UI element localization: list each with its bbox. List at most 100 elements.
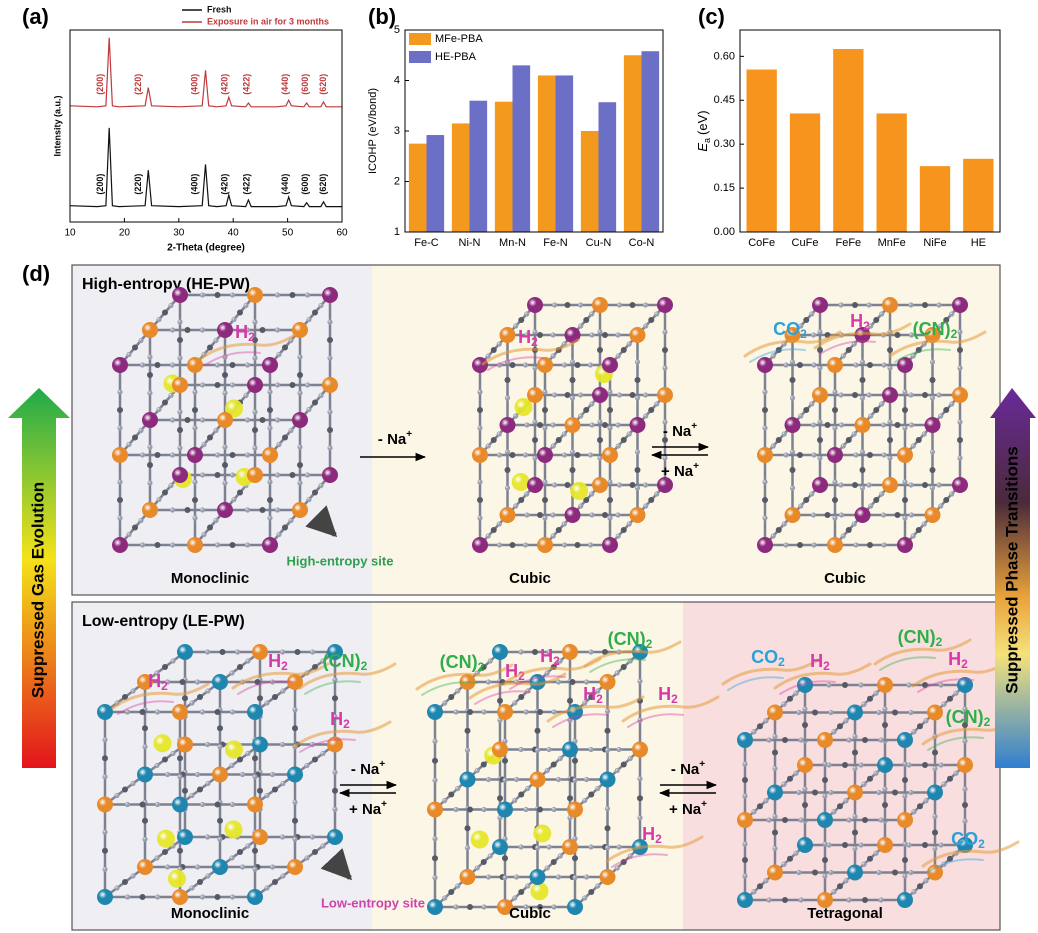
bead — [229, 292, 236, 298]
metal-ion — [737, 892, 753, 908]
bead — [859, 485, 866, 491]
bead — [537, 709, 543, 715]
gas-subscript: 2 — [984, 715, 991, 729]
bead — [770, 533, 776, 539]
bead — [572, 855, 578, 862]
bead — [496, 341, 502, 347]
bead — [229, 762, 235, 769]
bead — [257, 787, 263, 794]
bead — [550, 761, 557, 768]
bead — [881, 542, 887, 548]
bead — [513, 503, 519, 509]
bead — [929, 377, 936, 383]
bead — [177, 774, 183, 780]
panel-label: (d) — [22, 261, 50, 286]
bead — [867, 695, 873, 702]
bar — [512, 65, 531, 232]
bead — [602, 649, 608, 655]
bead — [306, 496, 312, 503]
bead — [264, 700, 270, 706]
bead — [199, 327, 206, 333]
bead — [853, 452, 859, 458]
bead — [578, 413, 584, 419]
bead — [485, 679, 492, 685]
bead — [513, 323, 519, 329]
bead — [244, 327, 251, 333]
bead — [922, 682, 928, 688]
peak-label: (600) — [300, 74, 310, 95]
x-tick-label: 60 — [336, 228, 348, 239]
bead — [432, 836, 438, 842]
bead — [922, 482, 928, 488]
bead — [604, 845, 611, 851]
bead — [843, 878, 849, 884]
metal-ion — [142, 322, 158, 338]
bead — [597, 455, 603, 461]
bead — [194, 864, 201, 870]
gas-wisp — [605, 835, 704, 863]
bead — [583, 679, 590, 685]
bead — [867, 452, 873, 458]
bead — [244, 542, 251, 548]
metal-ion — [497, 704, 513, 720]
xrd-line — [69, 127, 342, 208]
bead — [822, 857, 828, 863]
bead — [917, 803, 923, 810]
gas-label: H2 — [330, 709, 350, 731]
bar — [598, 102, 617, 232]
bead — [902, 761, 908, 767]
na-ion — [157, 829, 175, 848]
bead — [523, 904, 529, 910]
gas-wisp — [117, 700, 174, 715]
bead — [832, 389, 838, 395]
bead — [789, 377, 796, 383]
plot-frame — [404, 29, 664, 233]
bead — [781, 701, 787, 707]
gas-subscript: 2 — [281, 659, 288, 673]
bead — [908, 869, 914, 876]
bead — [876, 709, 882, 716]
bead — [838, 392, 844, 398]
bead — [837, 883, 843, 890]
metal-ion — [657, 387, 673, 403]
bead — [213, 427, 219, 434]
bead — [544, 767, 550, 774]
gas-wisp — [293, 720, 392, 748]
bead — [923, 798, 929, 804]
bead — [789, 485, 796, 491]
bead — [525, 883, 531, 889]
metal-ion — [882, 297, 898, 313]
metal-ion — [427, 801, 443, 818]
bead — [509, 452, 516, 458]
bead — [455, 883, 461, 889]
gas-formula: H — [583, 684, 596, 704]
bead — [154, 855, 160, 861]
bead — [177, 427, 183, 433]
bead — [567, 697, 573, 704]
bead — [915, 527, 922, 533]
bead — [910, 353, 916, 359]
bead — [817, 329, 823, 335]
na-ion — [225, 740, 243, 759]
bead — [480, 664, 487, 670]
row-title: High-entropy (HE-PW) — [82, 276, 250, 293]
bead — [781, 431, 787, 437]
bead — [852, 765, 858, 772]
gas-wisp — [231, 662, 330, 690]
bead — [867, 855, 873, 862]
bead — [513, 874, 520, 880]
bead — [205, 780, 211, 787]
bead — [614, 865, 620, 871]
bead — [214, 382, 221, 388]
metal-ion — [854, 417, 871, 433]
bar — [555, 75, 574, 232]
gas-subscript: 2 — [361, 659, 368, 673]
bead — [915, 437, 922, 443]
bead — [534, 845, 541, 851]
metal-ion — [784, 327, 801, 343]
metal-ion — [262, 537, 278, 553]
gas-wisp — [927, 858, 984, 873]
bead — [222, 354, 228, 360]
metal-ion — [657, 477, 673, 493]
bead — [637, 795, 643, 802]
